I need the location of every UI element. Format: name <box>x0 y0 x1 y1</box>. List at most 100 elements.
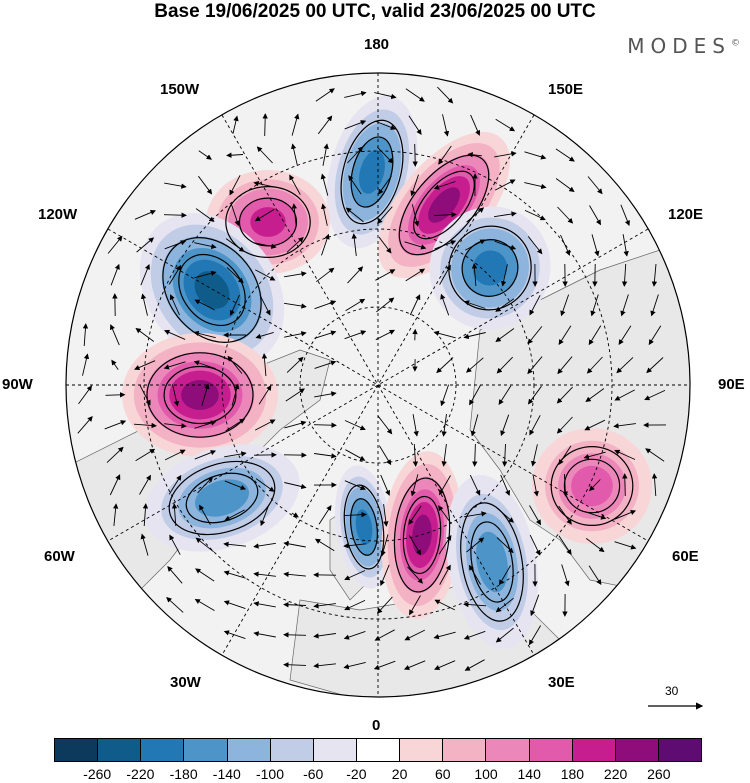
wind-arrow <box>259 294 271 316</box>
height-contour <box>146 352 254 438</box>
wind-arrow <box>284 302 307 309</box>
colorbar-swatch <box>184 739 228 761</box>
wind-arrow <box>223 600 246 610</box>
wind-arrow <box>344 420 366 431</box>
wind-arrow <box>226 152 244 158</box>
wind-arrow <box>555 148 575 162</box>
wind-arrow <box>344 330 367 340</box>
height-contours <box>146 119 634 622</box>
wind-arrow <box>529 534 541 556</box>
height-contour <box>163 365 237 425</box>
wind-arrow <box>284 482 307 490</box>
wind-arrow <box>164 182 187 189</box>
colorbar-tick-label: -140 <box>212 766 241 782</box>
wind-arrow <box>284 271 307 278</box>
wind-arrow <box>376 146 394 164</box>
wind-arrow <box>223 570 246 579</box>
wind-arrow <box>412 143 418 167</box>
wind-arrow <box>466 207 485 223</box>
wind-arrow <box>314 538 335 552</box>
colorbar-swatch <box>443 739 487 761</box>
wind-arrow <box>614 389 636 401</box>
wind-arrow <box>345 449 366 461</box>
colorbar-tick-label: 220 <box>603 766 628 782</box>
colorbar-tick-label: -260 <box>83 766 112 782</box>
wind-arrow <box>344 599 366 611</box>
wind-arrow <box>318 505 332 525</box>
wind-arrow <box>136 237 155 253</box>
wind-arrow <box>140 533 149 556</box>
wind-arrow <box>253 542 276 549</box>
wind-arrow <box>380 564 390 587</box>
wind-arrow <box>496 356 514 374</box>
wind-arrow <box>440 293 450 316</box>
wind-arrow <box>439 564 451 585</box>
wind-arrow <box>405 268 426 282</box>
wind-arrow <box>229 294 240 316</box>
wind-arrow <box>560 234 571 256</box>
wind-arrow <box>135 448 156 462</box>
height-contour <box>393 477 451 593</box>
wind-arrow <box>557 206 574 224</box>
wind-arrow <box>253 631 276 638</box>
wind-arrow <box>284 420 307 429</box>
colorbar-swatch <box>98 739 142 761</box>
wind-arrow <box>314 391 337 398</box>
wind-arrow <box>314 330 337 339</box>
wind-arrow <box>378 445 392 466</box>
wind-arrow <box>556 416 573 434</box>
wind-arrow <box>109 324 120 346</box>
wind-arrow <box>434 660 456 671</box>
wind-arrow <box>408 115 422 135</box>
wind-arrow <box>163 361 186 370</box>
wind-arrow <box>403 660 426 670</box>
wind-arrow <box>77 416 93 434</box>
colorbar-swatch <box>400 739 444 761</box>
wind-arrow <box>495 328 515 343</box>
wind-arrow <box>313 633 336 639</box>
height-contour <box>340 119 404 225</box>
colorbar-swatch <box>356 739 401 761</box>
lon-label-30e: 30E <box>548 674 575 691</box>
wind-arrow <box>433 181 456 190</box>
wind-arrow <box>231 383 240 406</box>
wind-arrow <box>224 451 247 458</box>
wind-arrow <box>378 236 392 254</box>
wind-arrow <box>441 414 447 437</box>
wind-arrow <box>195 537 214 553</box>
wind-arrow <box>142 503 149 527</box>
wind-arrow <box>163 212 187 218</box>
wind-arrow <box>107 235 123 254</box>
wind-arrow <box>651 473 658 497</box>
wind-arrow <box>343 630 366 640</box>
wind-arrow <box>587 176 603 195</box>
wind-arrow <box>168 264 182 285</box>
wind-arrow <box>494 179 516 191</box>
colorbar-swatch <box>658 739 702 761</box>
wind-arrow <box>560 294 570 317</box>
wind-arrow <box>383 504 389 527</box>
wind-arrow <box>620 294 629 317</box>
wind-arrow <box>169 294 180 316</box>
wind-arrow <box>193 360 216 369</box>
colorbar-tick-label: 140 <box>517 766 541 782</box>
anomaly-shade <box>359 150 385 194</box>
wind-arrow <box>194 450 217 460</box>
wind-arrow <box>404 241 427 250</box>
height-contour <box>185 472 259 524</box>
wind-arrow <box>527 326 543 345</box>
wind-arrow <box>112 503 119 526</box>
wind-arrow <box>110 263 120 286</box>
wind-arrow <box>556 386 573 404</box>
wind-arrow <box>441 444 447 467</box>
wind-arrow <box>495 627 514 643</box>
wind-arrow <box>500 264 508 287</box>
wind-arrow <box>344 570 366 581</box>
anomaly-shade <box>476 531 508 593</box>
wind-arrow <box>224 480 247 490</box>
wind-arrow <box>590 294 599 317</box>
wind-arrow <box>466 357 484 373</box>
wind-arrow <box>498 385 512 406</box>
wind-arrow <box>255 331 274 339</box>
wind-arrow <box>106 446 124 463</box>
